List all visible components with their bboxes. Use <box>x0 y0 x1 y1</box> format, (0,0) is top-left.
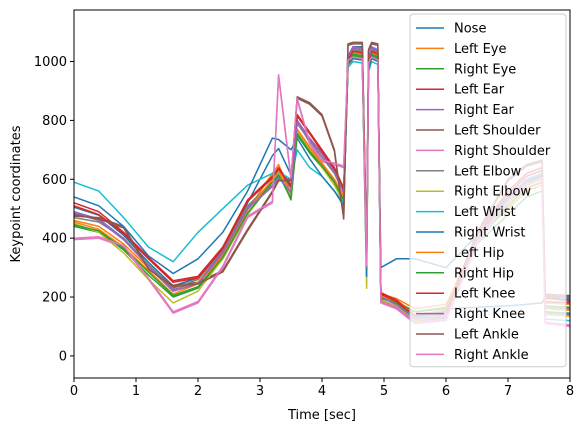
y-tick-label: 1000 <box>34 55 67 70</box>
x-tick-label: 3 <box>256 384 264 399</box>
y-tick-label: 200 <box>42 291 67 306</box>
x-axis-label: Time [sec] <box>287 408 356 423</box>
y-tick-label: 0 <box>59 349 67 364</box>
x-tick-label: 4 <box>318 384 326 399</box>
y-axis: 0 200 400 600 800 1000 <box>34 55 74 364</box>
legend-entry: Right Wrist <box>454 226 525 241</box>
legend-entry: Left Elbow <box>454 164 522 179</box>
legend-entry: Right Hip <box>454 266 514 281</box>
legend-entry: Right Ankle <box>454 348 529 363</box>
legend-entry: Left Shoulder <box>454 124 541 139</box>
x-tick-label: 0 <box>70 384 78 399</box>
legend-entry: Right Eye <box>454 62 516 77</box>
legend-entry: Left Knee <box>454 287 515 302</box>
legend-entry: Nose <box>454 22 486 37</box>
x-tick-label: 8 <box>566 384 574 399</box>
legend-frame <box>409 13 567 368</box>
y-tick-label: 800 <box>42 114 67 129</box>
y-axis-label: Keypoint coordinates <box>9 125 24 262</box>
legend-entry: Left Wrist <box>454 205 516 220</box>
legend-entry: Left Eye <box>454 42 507 57</box>
x-tick-label: 2 <box>194 384 202 399</box>
legend-entry: Right Knee <box>454 307 525 322</box>
y-tick-label: 600 <box>42 173 67 188</box>
x-tick-label: 6 <box>442 384 450 399</box>
legend-entry: Left Ear <box>454 83 505 98</box>
y-tick-label: 400 <box>42 232 67 247</box>
x-axis: 0 1 2 3 4 5 6 7 8 <box>70 378 574 399</box>
legend-entry: Left Hip <box>454 246 504 261</box>
legend-entry: Right Elbow <box>454 185 531 200</box>
x-tick-label: 5 <box>380 384 388 399</box>
legend-entry: Right Shoulder <box>454 144 551 159</box>
legend: Nose Left Eye Right Eye Left Ear Right Ear Le… <box>409 13 567 368</box>
x-tick-label: 7 <box>504 384 512 399</box>
legend-entry: Left Ankle <box>454 328 519 343</box>
x-tick-label: 1 <box>132 384 140 399</box>
legend-entry: Right Ear <box>454 103 515 118</box>
